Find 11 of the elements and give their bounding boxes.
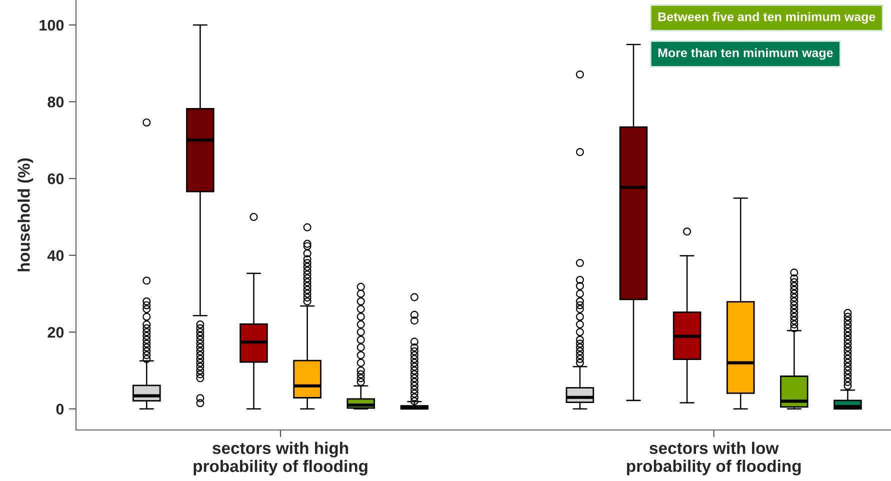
text: Between five and ten minimum wage — [658, 12, 876, 24]
y-tick-label: 80 — [48, 96, 64, 108]
x-tick-label: sectors with high probability of flooding — [194, 442, 368, 476]
y-tick-label: 100 — [40, 20, 64, 31]
y-tick-label: 40 — [47, 250, 64, 261]
y-tick-label: 20 — [48, 326, 64, 338]
x-tick-label: sectors with low probability of flooding — [626, 442, 801, 476]
text: More than ten minimum wage — [658, 48, 833, 60]
y-axis-title: household (%) — [18, 158, 34, 272]
y-tick-label: 60 — [48, 173, 64, 184]
y-tick-label: 0 — [56, 404, 64, 415]
